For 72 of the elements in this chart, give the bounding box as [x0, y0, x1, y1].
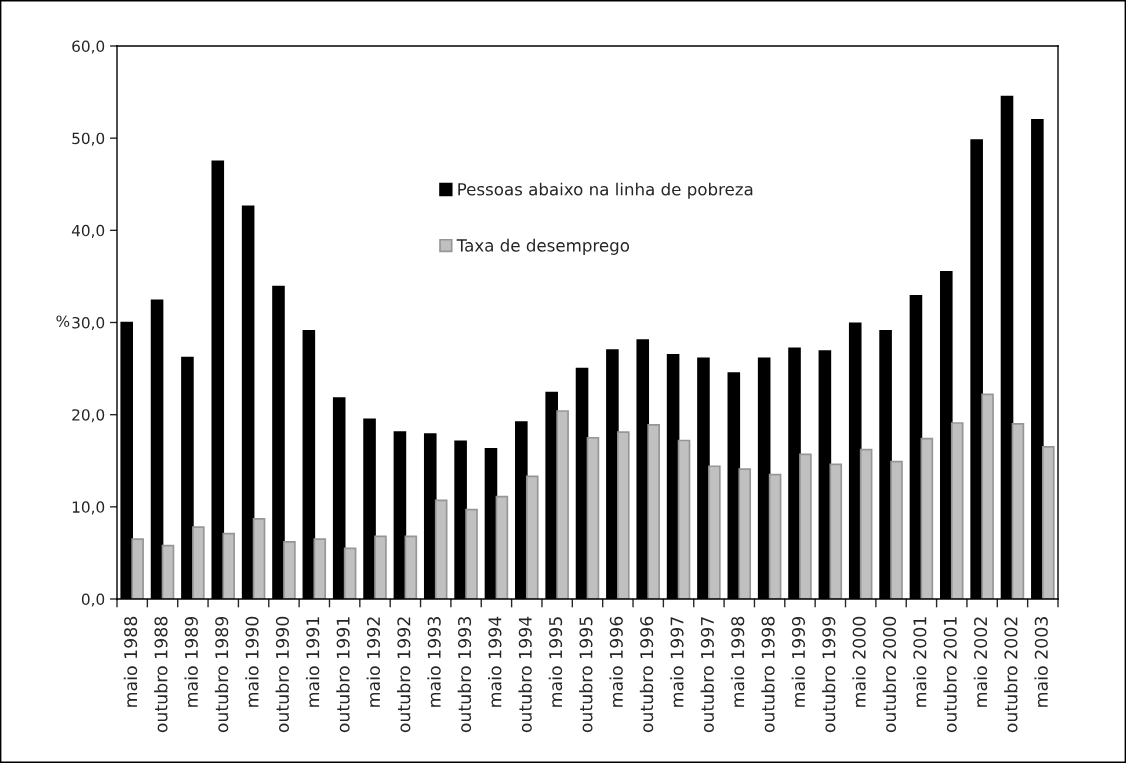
x-tick-label: outubro 1999 — [821, 616, 836, 733]
bar — [617, 431, 630, 599]
bar — [647, 423, 660, 599]
x-tick-label: maio 1996 — [609, 616, 623, 707]
x-tick-label: outubro 2002 — [1004, 617, 1018, 733]
bar — [799, 453, 812, 599]
bar — [738, 468, 752, 599]
x-tick-label: maio 2001 — [913, 617, 927, 707]
bar — [586, 436, 600, 599]
bar — [1041, 446, 1055, 599]
x-tick-label: maio 1999 — [791, 616, 806, 707]
x-tick-label: outubro 1994 — [518, 616, 532, 733]
x-tick-label: maio 1995 — [548, 617, 563, 707]
x-tick-label: outubro 1991 — [336, 617, 350, 733]
bar — [1011, 423, 1025, 599]
bar — [677, 439, 691, 599]
legend-label: Pessoas abaixo na linha de pobreza — [458, 182, 753, 199]
bar — [374, 535, 387, 599]
bar — [981, 393, 994, 599]
bar — [465, 508, 478, 599]
bar — [222, 532, 236, 599]
x-tick-label: maio 1990 — [245, 616, 259, 707]
x-tick-label: maio 1998 — [730, 616, 745, 707]
bar — [161, 544, 175, 599]
bar — [131, 538, 144, 599]
y-tick-label: 30,0 — [72, 316, 105, 331]
bar — [252, 517, 266, 599]
x-tick-label: outubro 1995 — [579, 617, 593, 733]
x-tick-label: maio 1988 — [123, 616, 138, 707]
bar — [950, 422, 964, 599]
y-tick-label: 60,0 — [72, 40, 105, 54]
x-tick-label: maio 2000 — [852, 616, 866, 707]
bar — [283, 541, 296, 599]
bar — [313, 538, 327, 599]
bar — [404, 535, 418, 599]
x-tick-label: outubro 1992 — [396, 617, 411, 733]
bar — [434, 499, 448, 599]
x-tick-label: outubro 2001 — [943, 617, 957, 733]
x-tick-label: maio 1994 — [488, 616, 502, 707]
x-tick-label: maio 1989 — [184, 616, 198, 707]
x-tick-label: outubro 1990 — [275, 616, 289, 733]
y-tick-label: 40,0 — [71, 224, 105, 238]
bar — [859, 448, 873, 599]
y-tick-label: 20,0 — [72, 409, 105, 423]
x-tick-label: maio 1993 — [427, 617, 441, 707]
x-tick-label: maio 1991 — [305, 617, 320, 707]
y-tick-label: 0,0 — [81, 593, 105, 607]
bar — [525, 475, 539, 599]
x-tick-label: outubro 2000 — [882, 616, 897, 733]
x-tick-label: outubro 1998 — [761, 616, 775, 733]
x-tick-label: maio 1997 — [670, 617, 684, 707]
x-tick-label: outubro 1996 — [639, 616, 654, 733]
bar — [920, 437, 934, 599]
bar — [192, 526, 205, 599]
bar — [495, 495, 509, 599]
x-tick-label: outubro 1988 — [154, 616, 168, 733]
bar — [890, 460, 903, 599]
bar — [343, 547, 357, 599]
x-tick-label: maio 2002 — [973, 617, 988, 707]
x-tick-label: outubro 1997 — [700, 617, 714, 733]
x-tick-label: maio 1992 — [366, 617, 381, 707]
y-tick-label: 50,0 — [72, 132, 105, 146]
bar — [556, 410, 569, 599]
x-tick-label: maio 2003 — [1034, 617, 1048, 707]
bar — [708, 465, 721, 599]
x-tick-label: outubro 1993 — [457, 617, 472, 733]
bar — [768, 473, 782, 599]
y-axis-title: % — [56, 315, 70, 327]
bar — [829, 463, 843, 599]
legend-label: Taxa de desemprego — [456, 238, 630, 255]
y-tick-label: 10,0 — [72, 501, 105, 515]
x-tick-label: outubro 1989 — [214, 616, 229, 733]
